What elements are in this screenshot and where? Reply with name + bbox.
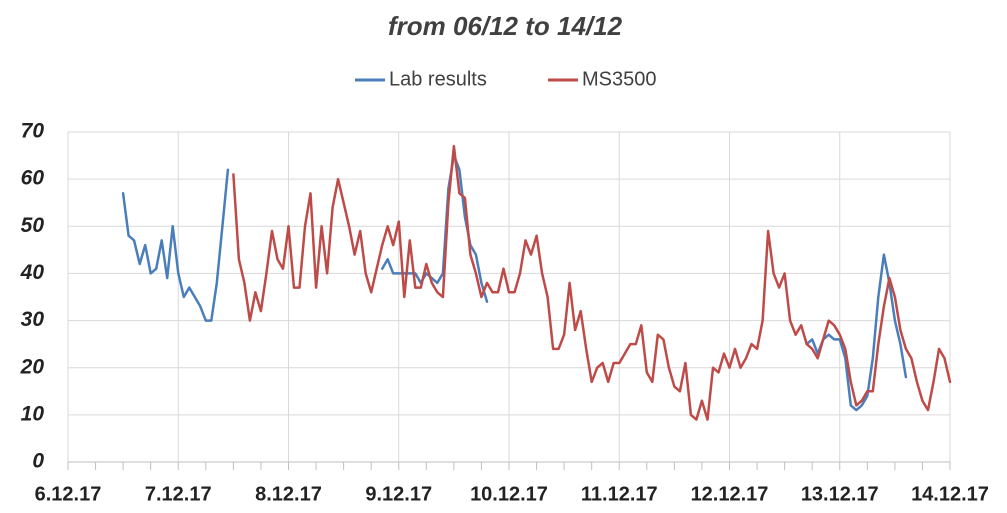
y-tick-label: 50 [21, 214, 45, 237]
data-line [121, 154, 908, 412]
x-tick-label: 13.12.17 [801, 483, 879, 505]
x-tick-label: 10.12.17 [470, 483, 548, 505]
x-tick-label: 9.12.17 [365, 483, 432, 505]
y-tick-label: 40 [20, 261, 45, 284]
legend-label: Lab results [389, 68, 487, 90]
x-tick-label: 7.12.17 [145, 483, 212, 505]
y-tick-label: 70 [21, 120, 45, 143]
x-tick-label: 12.12.17 [691, 483, 769, 505]
legend-label: MS3500 [582, 68, 657, 90]
y-tick-label: 60 [21, 167, 45, 190]
y-tick-label: 20 [20, 355, 45, 378]
x-tick-label: 8.12.17 [255, 483, 322, 505]
x-tick-label: 11.12.17 [581, 483, 658, 505]
y-tick-label: 10 [21, 402, 45, 425]
data-line [232, 144, 952, 421]
x-tick-label: 14.12.17 [911, 483, 989, 505]
chart-title: from 06/12 to 14/12 [388, 11, 623, 41]
y-tick-label: 0 [32, 450, 44, 473]
x-tick-label: 6.12.17 [35, 483, 102, 505]
y-tick-label: 30 [21, 308, 45, 331]
